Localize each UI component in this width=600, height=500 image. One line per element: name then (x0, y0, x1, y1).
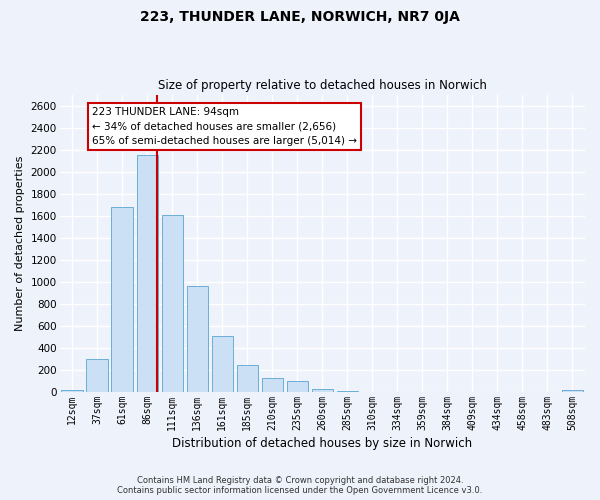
Bar (212, 336, 233, 392)
Bar (287, 381, 308, 392)
Bar (187, 286, 208, 392)
Text: 223 THUNDER LANE: 94sqm
← 34% of detached houses are smaller (2,656)
65% of semi: 223 THUNDER LANE: 94sqm ← 34% of detache… (92, 106, 357, 146)
Bar (311, 388, 333, 392)
X-axis label: Distribution of detached houses by size in Norwich: Distribution of detached houses by size … (172, 437, 472, 450)
Text: 223, THUNDER LANE, NORWICH, NR7 0JA: 223, THUNDER LANE, NORWICH, NR7 0JA (140, 10, 460, 24)
Bar (86, 359, 108, 392)
Text: Contains HM Land Registry data © Crown copyright and database right 2024.
Contai: Contains HM Land Registry data © Crown c… (118, 476, 482, 495)
Bar (161, 214, 183, 392)
Title: Size of property relative to detached houses in Norwich: Size of property relative to detached ho… (158, 79, 487, 92)
Bar (61, 390, 83, 392)
Bar (112, 207, 133, 392)
Bar (262, 378, 283, 392)
Y-axis label: Number of detached properties: Number of detached properties (15, 156, 25, 331)
Bar (337, 391, 358, 392)
Bar (236, 365, 258, 392)
Bar (137, 155, 158, 392)
Bar (562, 390, 583, 392)
